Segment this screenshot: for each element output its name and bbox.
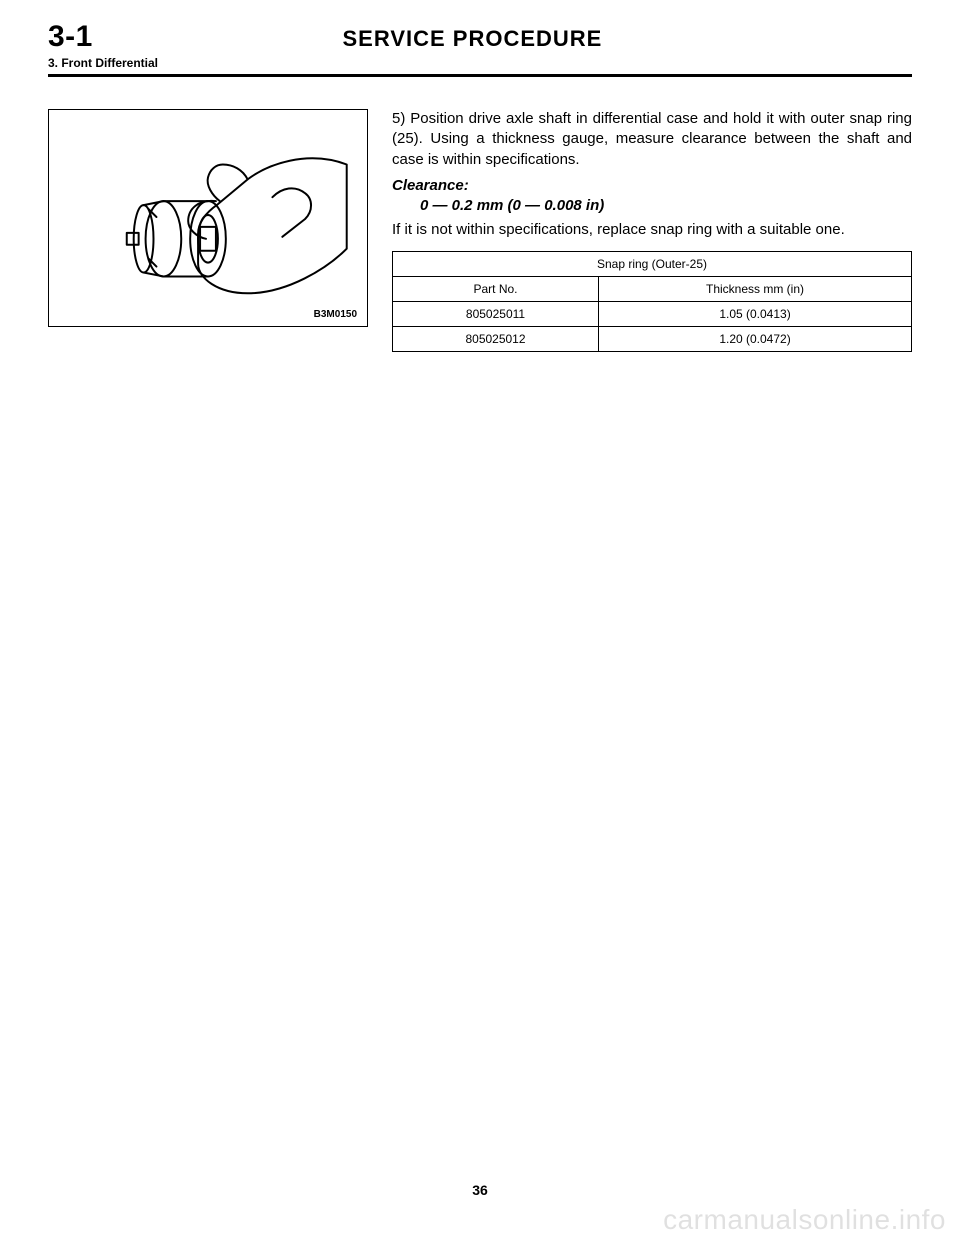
table-col-0: Part No. <box>393 276 599 301</box>
table-cell: 805025012 <box>393 327 599 352</box>
table-row: 805025011 1.05 (0.0413) <box>393 301 912 326</box>
header-row: 3-1 SERVICE PROCEDURE <box>48 20 912 54</box>
table-caption: Snap ring (Outer-25) <box>393 251 912 276</box>
page: 3-1 SERVICE PROCEDURE 3. Front Different… <box>0 0 960 1242</box>
page-title: SERVICE PROCEDURE <box>63 26 882 52</box>
figure-illustration <box>49 110 367 326</box>
table-cell: 1.05 (0.0413) <box>599 301 912 326</box>
table-header-row: Part No. Thickness mm (in) <box>393 276 912 301</box>
text-column: 5) Position drive axle shaft in differen… <box>392 109 912 352</box>
table-caption-row: Snap ring (Outer-25) <box>393 251 912 276</box>
after-text: If it is not within specifications, repl… <box>392 220 912 240</box>
snap-ring-table: Snap ring (Outer-25) Part No. Thickness … <box>392 251 912 353</box>
header-rule <box>48 74 912 77</box>
table-cell: 1.20 (0.0472) <box>599 327 912 352</box>
figure-label: B3M0150 <box>314 309 357 320</box>
clearance-value: 0 — 0.2 mm (0 — 0.008 in) <box>420 196 912 216</box>
table-cell: 805025011 <box>393 301 599 326</box>
content-row: B3M0150 5) Position drive axle shaft in … <box>48 109 912 352</box>
subheading: 3. Front Differential <box>48 56 912 70</box>
table-row: 805025012 1.20 (0.0472) <box>393 327 912 352</box>
clearance-label: Clearance: <box>392 176 912 196</box>
step-text: 5) Position drive axle shaft in differen… <box>392 109 912 170</box>
page-number: 36 <box>0 1182 960 1198</box>
watermark: carmanualsonline.info <box>663 1204 946 1236</box>
table-col-1: Thickness mm (in) <box>599 276 912 301</box>
figure-box: B3M0150 <box>48 109 368 327</box>
